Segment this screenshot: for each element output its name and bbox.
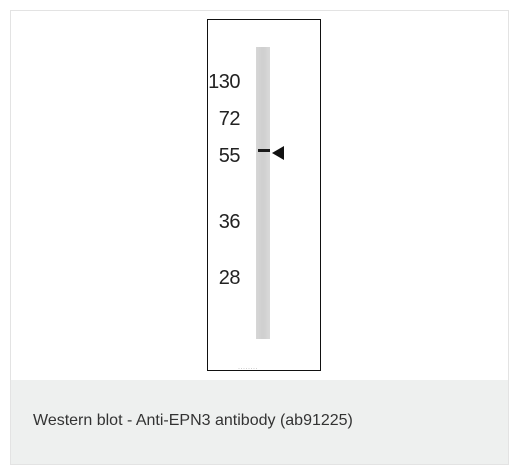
figure-card: 130 72 55 36 28 ········ Western blot - …	[10, 10, 509, 465]
caption-bar: Western blot - Anti-EPN3 antibody (ab912…	[11, 380, 508, 464]
blot-lane	[256, 47, 270, 339]
protein-band	[258, 149, 270, 152]
lane-label: ········	[238, 366, 258, 372]
figure-caption: Western blot - Anti-EPN3 antibody (ab912…	[33, 412, 353, 429]
marker-72: 72	[218, 108, 241, 130]
marker-28: 28	[218, 267, 241, 289]
marker-130: 130	[208, 71, 240, 93]
marker-36: 36	[218, 211, 241, 233]
western-blot-image: 130 72 55 36 28 ········	[207, 19, 321, 372]
blot-image-area[interactable]: 130 72 55 36 28 ········	[11, 11, 508, 380]
marker-55: 55	[218, 145, 241, 167]
band-arrow-icon	[272, 146, 284, 160]
